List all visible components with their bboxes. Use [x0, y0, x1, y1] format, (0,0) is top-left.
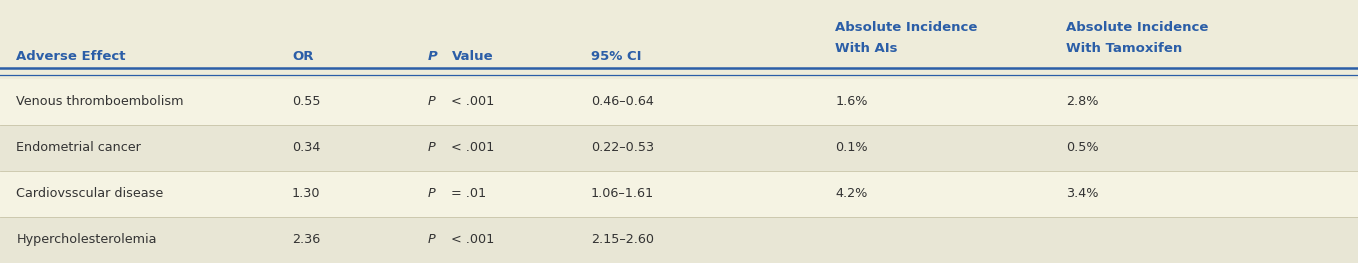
- Bar: [0, 217, 1358, 263]
- Text: 4.2%: 4.2%: [835, 188, 868, 200]
- Text: Absolute Incidence: Absolute Incidence: [835, 21, 978, 34]
- Text: 0.22–0.53: 0.22–0.53: [591, 141, 653, 154]
- Text: = .01: = .01: [447, 188, 486, 200]
- Text: Cardiovsscular disease: Cardiovsscular disease: [16, 188, 163, 200]
- Text: Hypercholesterolemia: Hypercholesterolemia: [16, 234, 156, 246]
- Text: OR: OR: [292, 50, 314, 63]
- Text: P: P: [428, 234, 436, 246]
- Text: 2.36: 2.36: [292, 234, 320, 246]
- Text: 3.4%: 3.4%: [1066, 188, 1099, 200]
- Bar: [0, 0, 1358, 79]
- Text: 0.1%: 0.1%: [835, 141, 868, 154]
- Text: P: P: [428, 95, 436, 108]
- Text: < .001: < .001: [447, 95, 494, 108]
- Bar: [0, 171, 1358, 217]
- Text: 0.55: 0.55: [292, 95, 320, 108]
- Text: With AIs: With AIs: [835, 42, 898, 55]
- Text: 0.46–0.64: 0.46–0.64: [591, 95, 653, 108]
- Text: Venous thromboembolism: Venous thromboembolism: [16, 95, 183, 108]
- Text: Value: Value: [452, 50, 494, 63]
- Text: P: P: [428, 141, 436, 154]
- Text: 0.5%: 0.5%: [1066, 141, 1099, 154]
- Bar: [0, 125, 1358, 171]
- Text: Absolute Incidence: Absolute Incidence: [1066, 21, 1209, 34]
- Text: With Tamoxifen: With Tamoxifen: [1066, 42, 1183, 55]
- Text: 1.30: 1.30: [292, 188, 320, 200]
- Text: P: P: [428, 50, 437, 63]
- Text: Endometrial cancer: Endometrial cancer: [16, 141, 141, 154]
- Text: 0.34: 0.34: [292, 141, 320, 154]
- Text: < .001: < .001: [447, 141, 494, 154]
- Text: 2.15–2.60: 2.15–2.60: [591, 234, 653, 246]
- Text: 1.06–1.61: 1.06–1.61: [591, 188, 653, 200]
- Text: P: P: [428, 188, 436, 200]
- Text: Adverse Effect: Adverse Effect: [16, 50, 126, 63]
- Text: < .001: < .001: [447, 234, 494, 246]
- Text: 1.6%: 1.6%: [835, 95, 868, 108]
- Text: 2.8%: 2.8%: [1066, 95, 1099, 108]
- Text: 95% CI: 95% CI: [591, 50, 641, 63]
- Bar: [0, 79, 1358, 125]
